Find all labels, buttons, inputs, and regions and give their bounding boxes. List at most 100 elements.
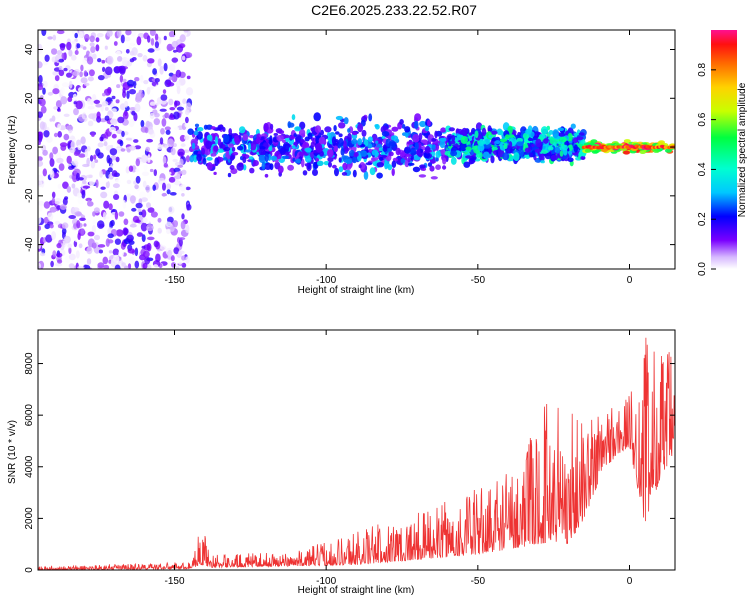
figure-title: C2E6.2025.233.22.52.R07: [311, 2, 477, 18]
spectrogram-cell: [104, 106, 109, 111]
spectrogram-cell: [127, 263, 132, 269]
spectrogram-cell: [559, 136, 567, 143]
spectrogram-cell: [135, 202, 143, 209]
spectrogram-cell: [123, 218, 129, 226]
spectrogram-cell: [201, 147, 206, 155]
spectrogram-cell: [427, 119, 431, 127]
spectrogram-cell: [181, 213, 185, 220]
spectrogram-cell: [328, 145, 333, 149]
spectrogram-cell: [97, 244, 106, 248]
spectrogram-cell: [191, 142, 196, 150]
spectrogram-cell: [38, 111, 43, 118]
spectrogram-cell: [239, 126, 246, 134]
spectrogram-cell: [338, 166, 344, 173]
spectrogram-cell: [82, 264, 91, 269]
x-tick-label: -50: [471, 275, 486, 286]
spectrogram-cell: [237, 145, 244, 151]
spectrogram-cell: [110, 79, 117, 86]
spectrogram-cell: [56, 252, 63, 258]
spectrogram-cell: [439, 139, 446, 149]
spectrogram-cell: [335, 131, 340, 135]
spectrogram-cell: [118, 65, 126, 74]
spectrogram-cell: [185, 116, 189, 124]
spectrogram-cell: [202, 157, 207, 165]
spectrogram-cell: [206, 157, 213, 161]
spectrogram-cell: [38, 74, 43, 84]
spectrogram-cell: [167, 138, 175, 148]
spectrogram-cell: [125, 49, 130, 54]
spectrogram-cell: [89, 42, 95, 47]
spectrogram-cell: [134, 184, 139, 190]
spectrogram-cell: [341, 172, 348, 176]
spectrogram-cell: [78, 243, 83, 249]
spectrogram-cell: [530, 131, 535, 137]
spectrogram-cell: [173, 111, 180, 120]
spectrogram-cell: [142, 250, 150, 258]
spectrogram-cell: [210, 152, 217, 157]
spectrogram-cell: [136, 36, 142, 46]
spectrogram-cell: [450, 156, 457, 165]
spectrogram-cell: [217, 138, 222, 146]
spectrogram-cell: [407, 156, 411, 163]
spectrogram-cell: [120, 148, 126, 152]
spectrogram-cell: [293, 133, 297, 137]
spectrogram-cell: [93, 154, 97, 160]
spectrogram-cell: [177, 164, 184, 168]
colorbar-ticks: 0.0 0.2 0.4 0.6 0.8: [697, 62, 716, 276]
spectrogram-cell: [580, 156, 586, 160]
spectrogram-cell: [39, 252, 46, 257]
spectrogram-cell: [77, 31, 84, 39]
spectrogram-cell: [338, 122, 346, 129]
spectrogram-cell: [461, 127, 468, 137]
spectrogram-cell: [82, 163, 90, 168]
spectrogram-cell: [146, 202, 151, 209]
spectrogram-cell: [302, 170, 308, 176]
spectrogram-cell: [382, 146, 388, 152]
spectrogram-cell: [358, 164, 362, 169]
spectrogram-cell: [182, 98, 187, 105]
spectrogram-cell: [113, 41, 118, 46]
spectrogram-cell: [534, 148, 542, 153]
spectrogram-cell: [298, 128, 306, 138]
spectrogram-cell: [180, 220, 186, 230]
spectrogram-cell: [114, 264, 121, 269]
spectrogram-cell: [166, 228, 171, 235]
spectrogram-cell: [312, 168, 318, 176]
spectrogram-cell: [122, 78, 127, 83]
spectrogram-cell: [43, 201, 51, 209]
spectrogram-cell: [174, 126, 180, 131]
spectrogram-cell: [38, 180, 43, 188]
spectrogram-cell: [103, 264, 110, 269]
spectrogram-cell: [289, 135, 295, 140]
spectrogram-cell: [658, 140, 665, 145]
spectrogram-cell: [83, 82, 90, 86]
spectrogram-cell: [116, 30, 122, 38]
spectrogram-cell: [487, 125, 492, 133]
spectrogram-cell: [80, 77, 88, 84]
spectrogram-cell: [170, 255, 175, 262]
spectrogram-axes: -150 -100 -50 0 -40 -20 0 20 40: [24, 30, 675, 286]
spectrogram-cell: [569, 144, 573, 152]
spectrogram-cell: [133, 139, 139, 143]
spectrogram-cell: [279, 147, 286, 156]
spectrogram-cell: [270, 155, 278, 161]
spectrogram-cell: [600, 148, 608, 153]
spectrogram-cell: [491, 137, 496, 142]
spectrogram-cell: [125, 166, 130, 174]
spectrogram-cell: [214, 157, 219, 167]
spectrogram-cell: [150, 211, 158, 218]
spectrogram-cell: [490, 130, 498, 135]
spectrogram-cell: [488, 134, 493, 139]
y-tick-label: 0: [24, 567, 35, 573]
spectrogram-cell: [331, 136, 337, 146]
spectrogram-cell: [442, 165, 447, 170]
spectrogram-cell: [147, 58, 155, 64]
spectrogram-cell: [348, 149, 355, 157]
spectrogram-cell: [196, 127, 204, 132]
spectrogram-cell: [116, 229, 124, 237]
spectrogram-cell: [431, 138, 437, 142]
spectrogram-cell: [410, 147, 417, 156]
spectrogram-cell: [87, 76, 94, 82]
spectrogram-cell: [414, 120, 419, 130]
spectrogram-cell: [233, 135, 240, 143]
